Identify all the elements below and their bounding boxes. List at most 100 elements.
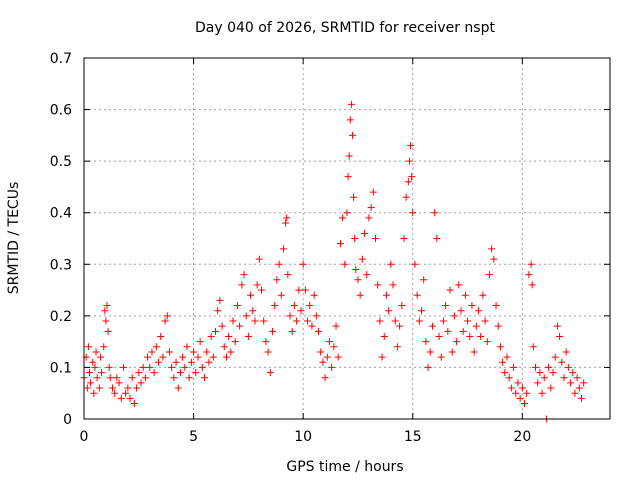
data-point — [371, 235, 379, 242]
data-point — [282, 219, 290, 227]
data-point — [361, 229, 369, 237]
data-point — [279, 245, 287, 253]
data-point — [170, 374, 178, 382]
data-point — [341, 260, 349, 268]
data-point — [218, 322, 226, 330]
data-point — [461, 291, 469, 299]
data-point — [126, 394, 134, 402]
x-tick-label: 5 — [189, 429, 198, 445]
data-point — [260, 317, 268, 325]
data-point — [343, 209, 351, 217]
data-point — [363, 271, 371, 279]
data-point — [528, 281, 536, 289]
data-point — [152, 343, 160, 351]
data-point — [297, 307, 305, 315]
data-point — [531, 363, 539, 371]
data-point — [325, 338, 333, 346]
data-point — [404, 178, 412, 186]
data-point — [444, 327, 452, 335]
data-point — [523, 389, 531, 397]
data-point — [407, 142, 415, 150]
data-point — [242, 312, 250, 320]
data-point — [128, 374, 136, 382]
data-point — [398, 302, 406, 310]
data-point — [346, 116, 354, 124]
data-point — [413, 291, 421, 299]
data-point — [249, 307, 257, 315]
data-point — [122, 389, 130, 397]
data-point — [339, 214, 347, 222]
data-point — [564, 363, 572, 371]
data-point — [262, 338, 270, 346]
data-point — [179, 353, 187, 361]
data-point — [479, 291, 487, 299]
data-point — [301, 286, 309, 294]
data-point — [575, 384, 583, 392]
data-point — [137, 379, 145, 387]
data-point — [518, 384, 526, 392]
data-point — [540, 374, 548, 382]
data-point — [240, 271, 248, 279]
data-point — [424, 363, 432, 371]
data-point — [402, 193, 410, 201]
data-point — [556, 332, 564, 340]
data-point — [547, 384, 555, 392]
data-point — [409, 209, 417, 217]
x-tick-label: 20 — [513, 429, 531, 445]
axis-ticks: 0 5 10 15 20 0 0.1 0.2 0.3 0.4 0.5 0.6 0.7 — [50, 51, 610, 445]
data-point — [472, 322, 480, 330]
data-point — [102, 317, 110, 325]
data-point — [512, 389, 520, 397]
data-point — [387, 260, 395, 268]
data-point — [350, 193, 358, 201]
data-point — [442, 302, 450, 310]
data-point — [345, 152, 353, 160]
data-point — [527, 260, 535, 268]
data-point — [255, 255, 263, 263]
data-point — [344, 173, 352, 181]
data-point — [507, 384, 515, 392]
data-point — [87, 379, 95, 387]
data-point — [238, 281, 246, 289]
data-point — [299, 260, 307, 268]
data-point — [534, 379, 542, 387]
data-point — [431, 209, 439, 217]
data-point — [365, 214, 373, 222]
data-point — [187, 358, 195, 366]
data-point — [264, 348, 272, 356]
data-point — [203, 348, 211, 356]
data-point — [470, 348, 478, 356]
data-point — [133, 384, 141, 392]
data-point — [198, 363, 206, 371]
data-point — [408, 173, 416, 181]
data-point — [220, 343, 228, 351]
data-point — [161, 317, 169, 325]
data-point — [391, 317, 399, 325]
data-point — [332, 322, 340, 330]
data-point — [271, 302, 279, 310]
data-point — [306, 302, 314, 310]
data-point — [505, 374, 513, 382]
data-point — [396, 322, 404, 330]
data-point — [283, 214, 291, 222]
grid — [84, 57, 610, 419]
y-tick-label: 0.3 — [50, 257, 72, 273]
data-point — [485, 271, 493, 279]
data-point — [536, 369, 544, 377]
data-point — [347, 100, 355, 108]
data-point — [334, 353, 342, 361]
data-point — [144, 353, 152, 361]
data-point — [477, 332, 485, 340]
data-point — [196, 338, 204, 346]
data-point — [420, 276, 428, 284]
data-point — [319, 358, 327, 366]
y-tick-label: 0.4 — [50, 206, 72, 222]
data-point — [562, 348, 570, 356]
y-axis-label: SRMTID / TECUs — [6, 182, 22, 295]
data-point — [358, 255, 366, 263]
data-point — [194, 353, 202, 361]
data-point — [185, 374, 193, 382]
data-point — [475, 307, 482, 315]
x-tick-label: 15 — [404, 429, 422, 445]
data-point — [356, 291, 364, 299]
